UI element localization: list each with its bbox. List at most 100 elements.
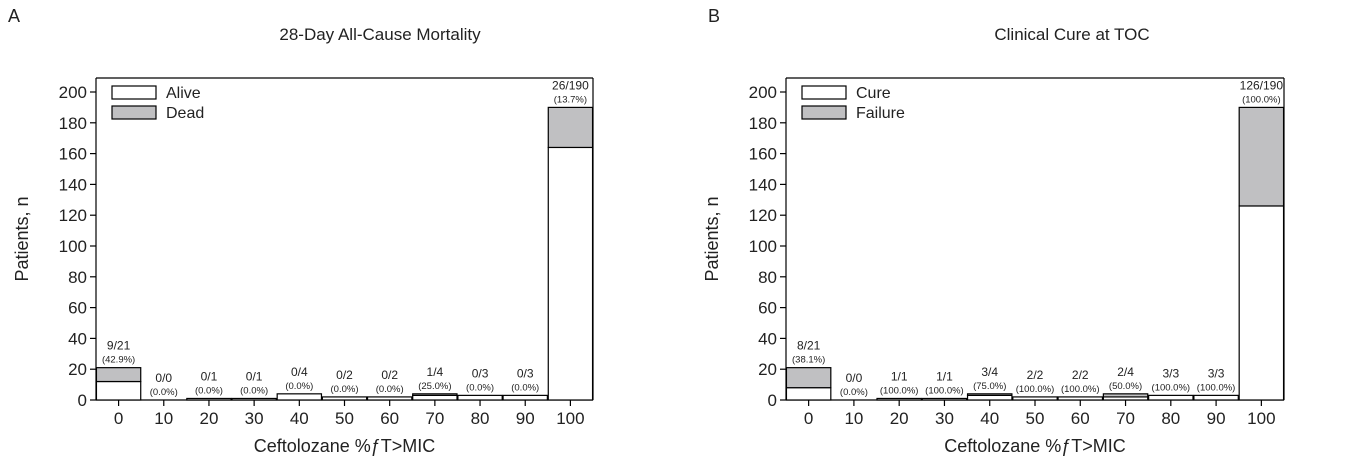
x-tick-label: 30 [245,409,264,428]
bar-dead [547,106,594,149]
data-label-fraction: 0/4 [291,365,308,379]
y-tick-label: 160 [59,145,87,164]
chart-title: Clinical Cure at TOC [994,25,1149,44]
y-tick-label: 40 [68,329,87,348]
legend-swatch-alive [111,85,157,100]
data-label-percent: (100.0%) [1061,384,1100,395]
data-label-percent: (0.0%) [150,387,178,398]
data-label-fraction: 26/190 [552,78,589,92]
y-tick-label: 140 [59,175,87,194]
y-axis-label: Patients, n [12,196,32,281]
panel-letter: A [8,6,20,26]
data-label-percent: (100.0%) [1016,384,1055,395]
data-label-fraction: 3/4 [981,365,998,379]
bar-failure [966,393,1013,396]
data-label-percent: (100.0%) [925,385,964,396]
data-label-percent: (50.0%) [1109,381,1142,392]
y-tick-label: 60 [68,299,87,318]
y-tick-label: 80 [758,268,777,287]
data-label-fraction: 0/2 [336,368,353,382]
y-tick-label: 0 [78,391,87,410]
data-label-fraction: 2/2 [1072,368,1089,382]
data-label-fraction: 0/0 [846,371,863,385]
x-tick-label: 20 [199,409,218,428]
data-label-percent: (0.0%) [840,387,868,398]
data-label-fraction: 126/190 [1240,78,1284,92]
legend-label-failure: Failure [856,105,905,122]
chart-panel-a: A28-Day All-Cause Mortality0204060801001… [8,6,594,456]
data-label-percent: (0.0%) [195,385,223,396]
x-tick-label: 10 [154,409,173,428]
data-label-fraction: 0/3 [472,366,489,380]
data-label-percent: (0.0%) [331,384,359,395]
data-label-percent: (13.7%) [554,94,587,105]
y-tick-label: 20 [758,360,777,379]
data-label-percent: (75.0%) [973,381,1006,392]
data-label-fraction: 1/1 [891,369,908,383]
data-label-fraction: 0/3 [517,366,534,380]
bar-alive [366,396,413,401]
bar-alive [547,146,594,401]
x-tick-label: 60 [1071,409,1090,428]
legend-swatch-failure [801,105,847,120]
data-label-fraction: 3/3 [1162,366,1179,380]
data-label-fraction: 2/4 [1117,365,1134,379]
legend-label-cure: Cure [856,85,891,102]
bar-cure [1148,394,1194,401]
panel-letter: B [708,6,720,26]
y-tick-label: 100 [749,237,777,256]
bar-alive [276,393,323,401]
legend-swatch-dead [111,105,157,120]
data-label-percent: (0.0%) [376,384,404,395]
legend-swatch-cure [801,85,847,100]
x-tick-label: 100 [556,409,584,428]
y-tick-label: 200 [59,83,87,102]
legend-label-dead: Dead [166,105,204,122]
x-tick-label: 0 [114,409,123,428]
y-tick-label: 120 [749,206,777,225]
y-tick-label: 40 [758,329,777,348]
x-tick-label: 80 [471,409,490,428]
x-tick-label: 20 [890,409,909,428]
y-axis-label: Patients, n [702,196,722,281]
chart-title: 28-Day All-Cause Mortality [279,25,481,44]
bar-cure [785,387,832,401]
x-tick-label: 70 [1116,409,1135,428]
x-tick-label: 30 [935,409,954,428]
bar-alive [231,397,277,401]
bar-cure [966,394,1013,401]
bar-cure [1193,394,1239,401]
data-label-percent: (0.0%) [285,381,313,392]
data-label-percent: (0.0%) [466,382,494,393]
data-label-percent: (38.1%) [792,355,825,366]
x-tick-label: 50 [1026,409,1045,428]
data-label-percent: (100.0%) [1197,382,1236,393]
y-tick-label: 160 [749,145,777,164]
data-label-fraction: 8/21 [797,339,821,353]
data-label-percent: (100.0%) [1152,382,1191,393]
bar-dead [412,393,458,396]
y-tick-label: 80 [68,268,87,287]
bar-failure [785,367,832,389]
y-tick-label: 0 [768,391,777,410]
data-label-fraction: 1/4 [427,365,444,379]
x-tick-label: 10 [844,409,863,428]
bar-alive [502,394,548,401]
x-tick-label: 90 [516,409,535,428]
data-label-fraction: 3/3 [1208,366,1225,380]
data-label-percent: (0.0%) [511,382,539,393]
y-tick-label: 100 [59,237,87,256]
data-label-percent: (100.0%) [1242,94,1281,105]
bar-cure [1238,205,1285,401]
data-label-fraction: 0/1 [246,369,263,383]
x-tick-label: 60 [380,409,399,428]
data-label-percent: (42.9%) [102,355,135,366]
y-tick-label: 60 [758,299,777,318]
x-axis-label: Ceftolozane %ƒT>MIC [254,436,436,456]
bar-cure [921,397,968,401]
legend-label-alive: Alive [166,85,201,102]
bar-alive [457,394,503,401]
x-tick-label: 40 [980,409,999,428]
